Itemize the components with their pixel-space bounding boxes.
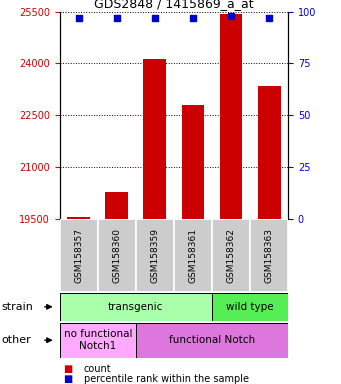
Text: count: count xyxy=(84,364,111,374)
Point xyxy=(152,15,158,21)
Bar xyxy=(60,293,212,321)
Bar xyxy=(220,14,242,219)
Bar xyxy=(212,293,288,321)
Bar xyxy=(67,217,90,219)
Text: strain: strain xyxy=(2,302,33,312)
Text: GSM158363: GSM158363 xyxy=(265,228,273,283)
Bar xyxy=(250,219,288,292)
Text: wild type: wild type xyxy=(226,302,274,312)
Bar xyxy=(60,219,98,292)
Text: functional Notch: functional Notch xyxy=(169,335,255,345)
Bar xyxy=(212,219,250,292)
Title: GDS2848 / 1415869_a_at: GDS2848 / 1415869_a_at xyxy=(94,0,254,10)
Bar xyxy=(144,59,166,219)
Text: percentile rank within the sample: percentile rank within the sample xyxy=(84,374,249,384)
Point xyxy=(266,15,272,21)
Text: ■: ■ xyxy=(63,364,72,374)
Bar xyxy=(136,323,288,358)
Point xyxy=(114,15,119,21)
Text: GSM158361: GSM158361 xyxy=(189,228,197,283)
Text: other: other xyxy=(2,335,31,345)
Point xyxy=(190,15,196,21)
Text: GSM158357: GSM158357 xyxy=(74,228,83,283)
Bar xyxy=(105,192,128,219)
Point xyxy=(76,15,81,21)
Text: ■: ■ xyxy=(63,374,72,384)
Bar xyxy=(98,219,136,292)
Text: GSM158362: GSM158362 xyxy=(226,228,236,283)
Text: GSM158360: GSM158360 xyxy=(112,228,121,283)
Bar xyxy=(136,219,174,292)
Text: GSM158359: GSM158359 xyxy=(150,228,159,283)
Bar xyxy=(181,105,204,219)
Point xyxy=(228,13,234,19)
Text: no functional
Notch1: no functional Notch1 xyxy=(63,329,132,351)
Bar xyxy=(174,219,212,292)
Text: transgenic: transgenic xyxy=(108,302,164,312)
Bar xyxy=(60,323,136,358)
Bar xyxy=(258,86,281,219)
